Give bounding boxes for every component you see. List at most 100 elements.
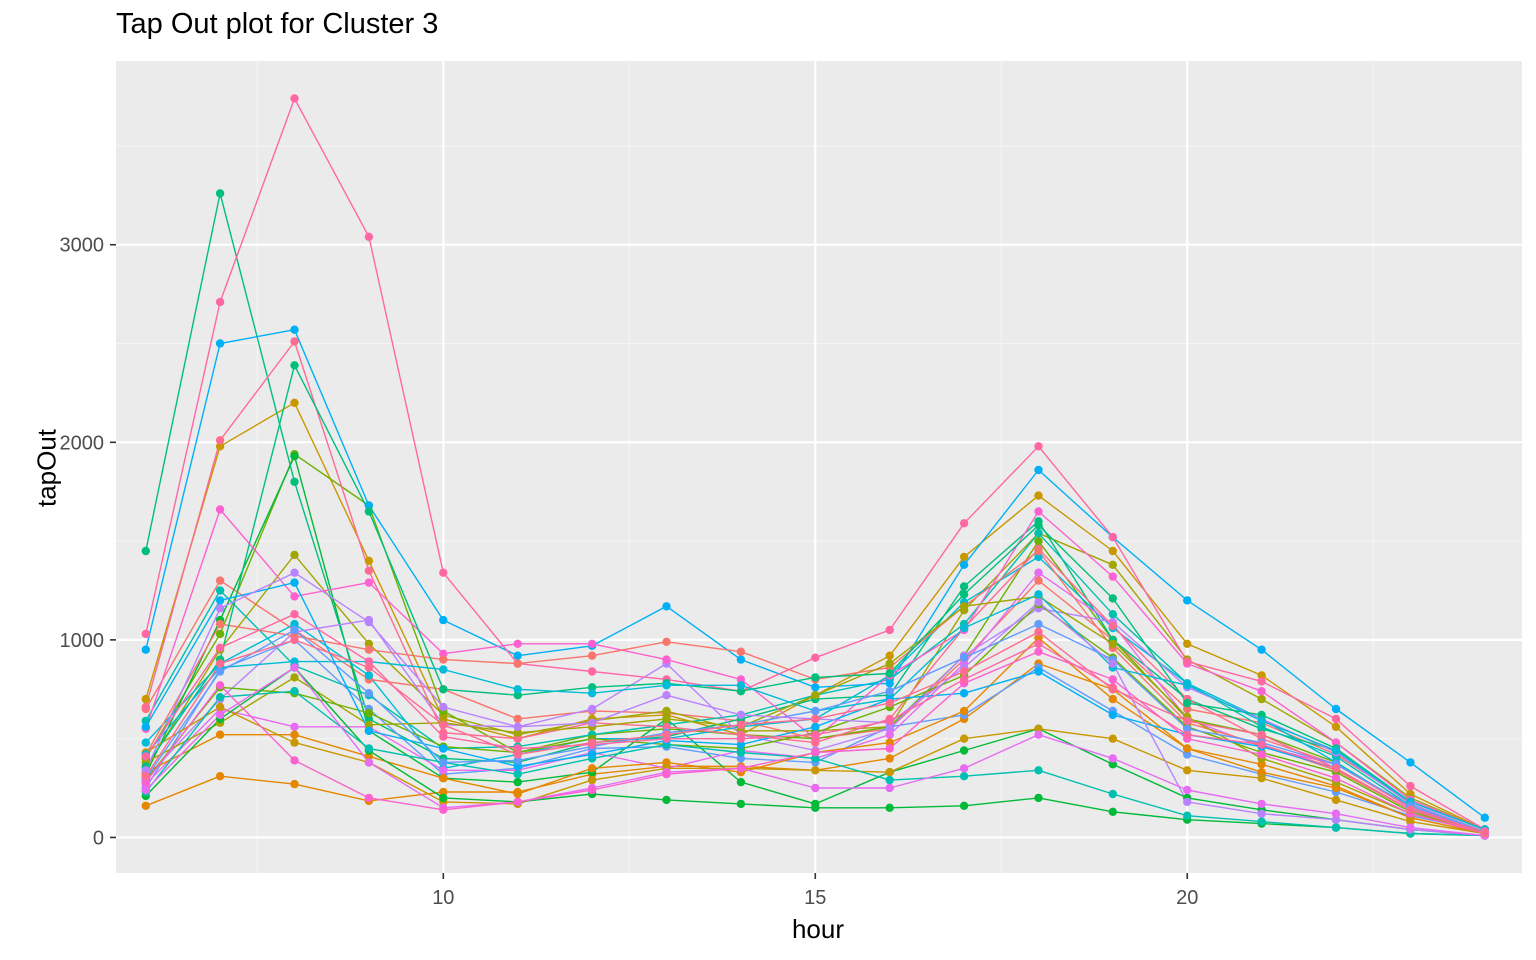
data-point [513,777,522,787]
data-point [1108,675,1118,684]
data-point [1183,698,1192,708]
data-point [290,568,299,577]
data-point [141,702,150,712]
data-point [364,744,374,753]
data-point [141,738,150,747]
data-point [1183,797,1192,807]
data-point [662,655,671,664]
data-point [811,691,820,700]
data-point [364,714,374,724]
data-point [587,738,597,747]
data-point [1183,657,1192,666]
data-point [1108,621,1118,631]
data-point [885,659,894,668]
data-point [959,764,969,773]
data-point [1406,758,1415,767]
data-point [1331,783,1341,793]
data-point [215,629,225,639]
data-point [439,744,448,753]
data-point [587,689,597,698]
data-point [215,710,225,720]
data-point [1034,590,1043,599]
data-point [587,651,597,660]
data-point [811,754,820,763]
data-point [1406,823,1415,832]
data-point [290,610,299,619]
data-point [364,671,374,680]
data-point [1108,754,1118,763]
data-point [736,734,746,743]
data-point [513,691,522,700]
data-point [290,687,299,696]
data-point [513,714,522,724]
data-point [513,728,522,737]
data-point [439,665,448,674]
data-point [364,689,374,698]
data-point [1108,594,1118,603]
data-point [885,625,894,635]
data-point [959,689,969,698]
data-point [215,643,225,652]
data-point [1257,799,1266,809]
data-point [290,94,299,103]
data-point [1331,714,1341,724]
data-point [513,639,522,648]
chart-title: Tap Out plot for Cluster 3 [116,8,439,40]
data-point [811,783,820,793]
data-point [364,617,374,627]
data-point [364,645,374,654]
data-point [290,578,299,587]
data-point [439,805,448,814]
data-point [1108,659,1118,668]
data-point [959,590,969,599]
data-point [959,623,969,633]
data-point [885,775,894,785]
data-point [1183,724,1192,733]
data-point [439,793,448,803]
y-tick-label: 2000 [60,432,105,454]
data-point [1331,823,1341,832]
data-point [587,775,597,785]
data-point [885,730,894,739]
data-point [1034,647,1043,656]
data-point [141,722,150,731]
data-point [1331,738,1341,747]
data-point [662,706,671,716]
data-point [1331,795,1341,805]
data-point [364,501,374,510]
data-point [736,799,746,809]
data-point [439,702,448,712]
data-point [215,659,225,668]
data-point [439,732,448,741]
data-point [290,619,299,629]
data-point [439,685,448,694]
x-tick-label: 15 [804,887,826,909]
data-point [1406,817,1415,826]
data-point [290,635,299,645]
data-point [215,436,225,445]
data-point [290,477,299,486]
data-point [1257,710,1266,720]
data-point [736,740,746,749]
data-point [587,667,597,676]
data-point [439,787,448,797]
data-point [959,772,969,781]
data-point [1183,766,1192,775]
data-point [1406,805,1415,814]
data-point [215,505,225,514]
data-point [364,566,374,575]
data-point [811,748,820,757]
data-point [736,681,746,690]
data-point [290,779,299,789]
data-point [587,683,597,692]
data-point [290,738,299,747]
data-point [1034,619,1043,629]
data-point [1257,750,1266,759]
data-point [662,770,671,779]
data-point [364,726,374,735]
data-point [1183,596,1192,605]
data-point [736,687,746,696]
x-tick-label: 10 [432,887,454,909]
data-point [736,675,746,684]
data-point [959,801,969,810]
